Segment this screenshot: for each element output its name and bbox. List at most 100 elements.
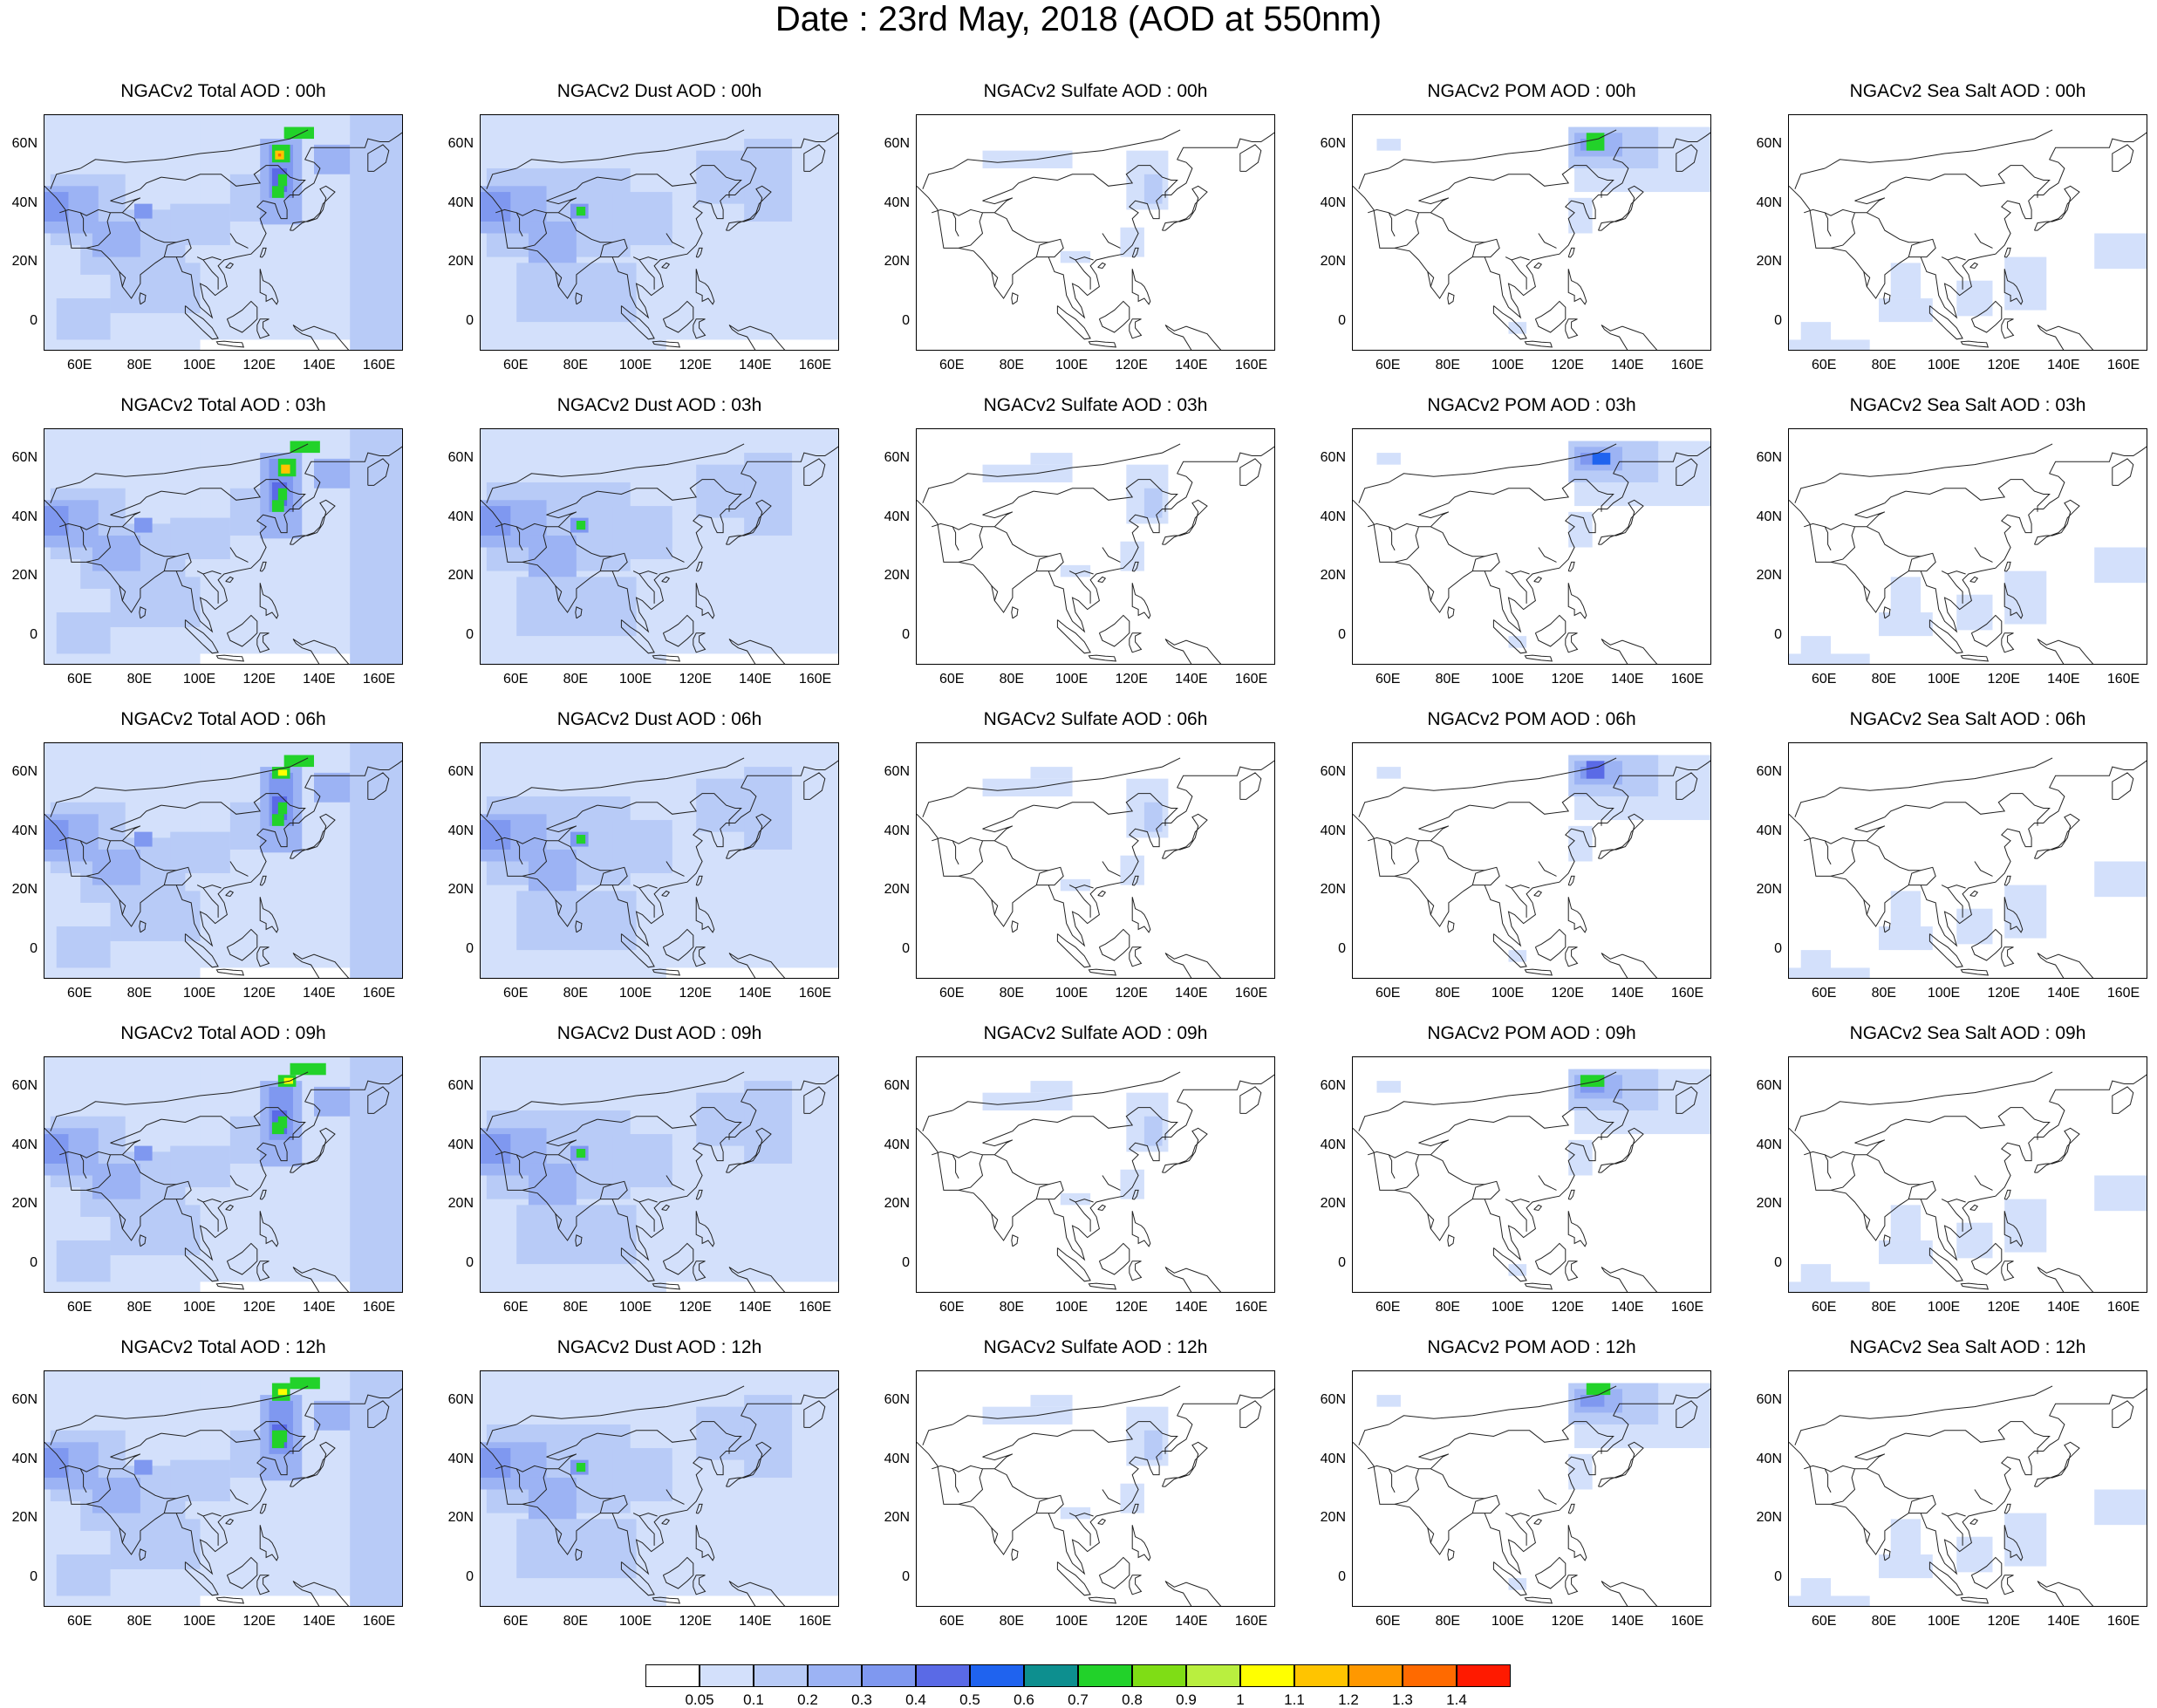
panel-title: NGACv2 Sea Salt AOD : 12h bbox=[1849, 1337, 2086, 1357]
aod-cell bbox=[1789, 339, 1870, 350]
aod-cell bbox=[1060, 1192, 1091, 1206]
aod-cell bbox=[744, 453, 793, 536]
coastline bbox=[1794, 482, 1826, 503]
lat-tick-label: 40N bbox=[884, 1451, 910, 1466]
lon-tick-label: 120E bbox=[1987, 986, 2020, 1001]
coastline bbox=[522, 526, 548, 563]
lon-tick-label: 160E bbox=[798, 1614, 832, 1629]
coastline bbox=[1418, 1453, 1450, 1470]
coastline bbox=[661, 576, 671, 584]
figure-title: Date : 23rd May, 2018 (AOD at 550nm) bbox=[775, 0, 1382, 38]
coastline bbox=[1511, 887, 1527, 918]
coastline bbox=[85, 840, 112, 877]
map-panel-seasalt-row4 bbox=[1788, 1370, 2147, 1607]
lon-tick-label: 140E bbox=[303, 358, 336, 372]
coastline bbox=[290, 499, 336, 545]
coastline bbox=[1905, 479, 2051, 512]
coastline bbox=[1567, 1525, 1587, 1561]
aod-cell bbox=[170, 517, 230, 560]
aod-cell bbox=[1120, 855, 1144, 885]
lat-tick-label: 40N bbox=[1756, 195, 1782, 210]
coastline bbox=[1863, 271, 1871, 287]
lon-tick-label: 160E bbox=[798, 986, 832, 1001]
coastline bbox=[196, 570, 222, 575]
lon-tick-label: 160E bbox=[1670, 358, 1704, 372]
colorbar-swatch bbox=[970, 1664, 1024, 1687]
coastline bbox=[1068, 1513, 1094, 1517]
lat-tick-label: 20N bbox=[1320, 254, 1346, 270]
coastline bbox=[1353, 132, 1710, 319]
coastline bbox=[1164, 1267, 1222, 1292]
coastline bbox=[1794, 167, 1826, 189]
aod-cell bbox=[1568, 197, 1593, 234]
coastline bbox=[110, 825, 141, 842]
aod-cell bbox=[1376, 1081, 1401, 1093]
panel-title: NGACv2 POM AOD : 03h bbox=[1427, 395, 1636, 415]
coastline bbox=[546, 1453, 577, 1470]
coastline bbox=[652, 340, 681, 348]
coastline bbox=[1469, 479, 1614, 512]
coastline bbox=[1565, 1261, 1579, 1281]
coastline bbox=[225, 1518, 235, 1526]
aod-cell bbox=[56, 612, 111, 654]
lat-tick-label: 20N bbox=[884, 1196, 910, 1212]
coastline bbox=[1427, 1213, 1435, 1229]
coastline bbox=[495, 523, 523, 551]
lon-tick-label: 140E bbox=[739, 986, 772, 1001]
coastline bbox=[620, 305, 655, 340]
lon-tick-label: 140E bbox=[739, 358, 772, 372]
coastline bbox=[693, 1261, 706, 1281]
lat-tick-label: 0 bbox=[30, 627, 38, 643]
coastline bbox=[486, 1424, 517, 1445]
coastline bbox=[1854, 1432, 1907, 1458]
coastline bbox=[290, 1127, 336, 1173]
aod-cell bbox=[350, 1057, 402, 1292]
coastline bbox=[1565, 946, 1579, 967]
coastline bbox=[225, 576, 235, 584]
coastline bbox=[495, 208, 523, 237]
aod-cell bbox=[290, 441, 320, 454]
aod-cell bbox=[1789, 1595, 1870, 1606]
coastline bbox=[555, 271, 563, 287]
map-panel-sulfate-row1 bbox=[916, 428, 1275, 665]
lon-tick-label: 160E bbox=[2106, 986, 2140, 1001]
colorbar-label: 0.7 bbox=[1068, 1691, 1089, 1708]
coastline bbox=[1430, 526, 1500, 572]
lon-tick-label: 120E bbox=[1551, 672, 1584, 687]
coastline bbox=[1033, 1421, 1178, 1454]
lat-tick-label: 60N bbox=[1320, 449, 1346, 465]
coastline bbox=[44, 1388, 402, 1575]
coastline bbox=[1854, 825, 1886, 842]
coastline bbox=[982, 1118, 1034, 1144]
coastline bbox=[546, 804, 598, 830]
coastline bbox=[1794, 1424, 1826, 1445]
lon-tick-label: 80E bbox=[563, 1300, 589, 1315]
coastline bbox=[1011, 292, 1019, 305]
coastline bbox=[292, 1581, 350, 1606]
lat-tick-label: 40N bbox=[1756, 509, 1782, 524]
coastline bbox=[2034, 499, 2080, 545]
coastline bbox=[558, 1468, 628, 1514]
lat-tick-label: 60N bbox=[1756, 135, 1782, 151]
coastline bbox=[575, 920, 583, 933]
colorbar-swatch bbox=[1078, 1664, 1132, 1687]
coastline bbox=[1492, 305, 1527, 340]
lat-tick-label: 40N bbox=[447, 1137, 474, 1152]
coastline bbox=[1088, 1596, 1117, 1604]
coastline bbox=[1824, 129, 2053, 169]
colorbar-swatch bbox=[1348, 1664, 1403, 1687]
coastline bbox=[2112, 144, 2134, 172]
coastline bbox=[1368, 1151, 1396, 1179]
lon-tick-label: 60E bbox=[1375, 986, 1401, 1001]
aod-cell bbox=[1789, 967, 1870, 978]
lat-tick-label: 20N bbox=[447, 254, 474, 270]
coastline bbox=[1863, 1213, 1871, 1229]
coastline bbox=[2001, 1261, 2015, 1281]
aod-cell bbox=[271, 186, 284, 198]
aod-cell bbox=[271, 1122, 284, 1135]
coastline bbox=[163, 242, 177, 257]
lon-tick-label: 140E bbox=[1611, 672, 1644, 687]
lon-tick-label: 120E bbox=[1551, 1300, 1584, 1315]
coastline bbox=[1388, 757, 1617, 797]
coastline bbox=[1418, 1432, 1471, 1458]
